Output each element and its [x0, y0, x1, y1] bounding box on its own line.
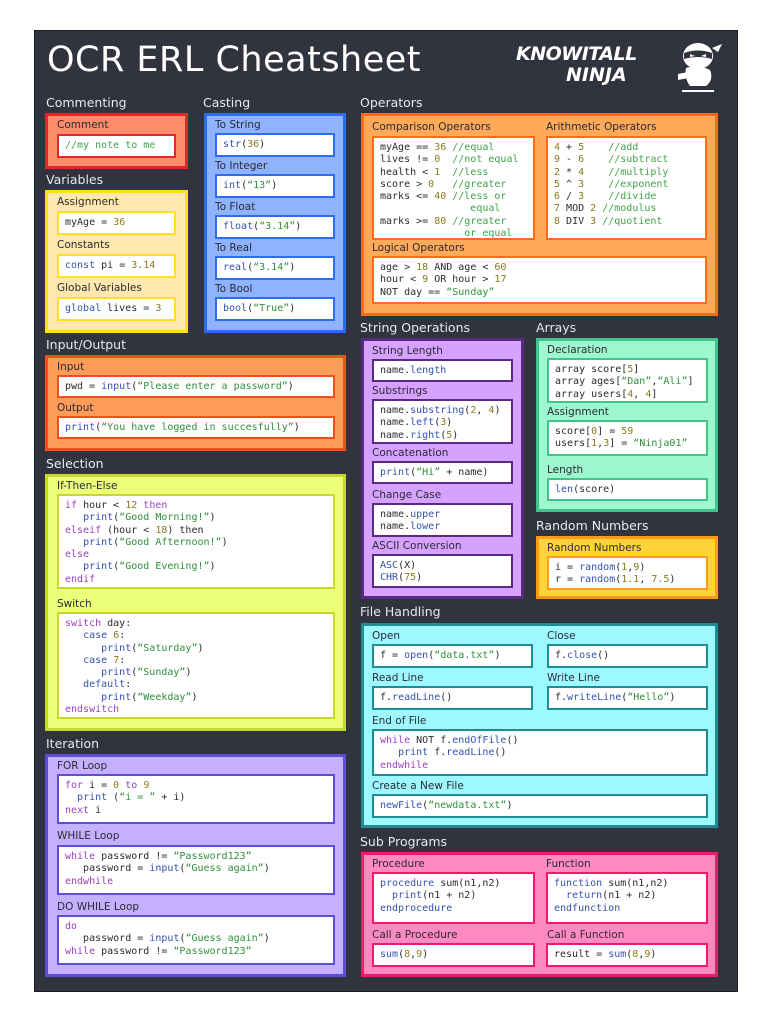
- for-loop-label: FOR Loop: [57, 760, 108, 772]
- section-heading-operators: Operators: [360, 95, 423, 110]
- section-heading-subprograms: Sub Programs: [360, 834, 448, 849]
- output-label: Output: [57, 402, 94, 414]
- change-case-code: name.upper name.lower: [372, 503, 513, 537]
- array-assignment-code: score[0] = 59 users[1,3] = “Ninja01”: [547, 420, 708, 456]
- constants-label: Constants: [57, 239, 110, 251]
- section-heading-random: Random Numbers: [536, 518, 649, 533]
- assignment-label: Assignment: [57, 196, 119, 208]
- do-while-loop-label: DO WHILE Loop: [57, 901, 140, 913]
- string-length-label: String Length: [372, 345, 443, 357]
- comparison-operators-code: myAge == 36 //equal lives != 0 //not equ…: [372, 136, 535, 240]
- arithmetic-operators-code: 4 + 5 //add 9 - 6 //subtract 2 * 4 //mul…: [546, 136, 707, 240]
- logo-text-line1: KNOWITALL: [516, 43, 637, 65]
- create-new-file-label: Create a New File: [372, 780, 464, 792]
- global-variables-code: global lives = 3: [57, 297, 176, 321]
- concatenation-label: Concatenation: [372, 447, 449, 459]
- call-function-label: Call a Function: [547, 929, 625, 941]
- substrings-code: name.substring(2, 4) name.left(3) name.r…: [372, 399, 513, 444]
- end-of-file-label: End of File: [372, 715, 427, 727]
- input-code: pwd = input(“Please enter a password”): [57, 375, 335, 398]
- procedure-label: Procedure: [372, 858, 425, 870]
- to-real-code: real(“3.14”): [215, 256, 335, 280]
- assignment-code: myAge = 36: [57, 211, 176, 235]
- to-integer-label: To Integer: [215, 160, 268, 172]
- section-heading-files: File Handling: [360, 604, 441, 619]
- section-heading-selection: Selection: [46, 456, 104, 471]
- global-variables-label: Global Variables: [57, 282, 142, 294]
- do-while-loop-code: do password = input(“Guess again”) while…: [57, 915, 335, 965]
- call-procedure-code: sum(8,9): [372, 943, 535, 967]
- to-bool-label: To Bool: [215, 283, 253, 295]
- string-length-code: name.length: [372, 359, 513, 382]
- array-length-label: Length: [547, 464, 584, 476]
- concatenation-code: print(“Hi” + name): [372, 461, 513, 484]
- end-of-file-code: while NOT f.endOfFile() print f.readLine…: [372, 729, 708, 776]
- if-then-else-label: If-Then-Else: [57, 480, 118, 492]
- section-heading-io: Input/Output: [46, 337, 126, 352]
- comparison-operators-label: Comparison Operators: [372, 121, 491, 133]
- random-numbers-code: i = random(1,9) r = random(1.1, 7.5): [547, 556, 708, 590]
- declaration-label: Declaration: [547, 344, 608, 356]
- switch-code: switch day: case 6: print(“Saturday”) ca…: [57, 612, 335, 719]
- to-float-code: float(“3.14”): [215, 215, 335, 239]
- open-label: Open: [372, 630, 401, 642]
- to-bool-code: bool(“True”): [215, 297, 335, 321]
- ascii-conversion-code: ASC(X) CHR(75): [372, 554, 513, 588]
- switch-label: Switch: [57, 598, 92, 610]
- section-heading-strings: String Operations: [360, 320, 470, 335]
- comment-label: Comment: [57, 119, 109, 131]
- constants-code: const pi = 3.14: [57, 254, 176, 278]
- arithmetic-operators-label: Arithmetic Operators: [546, 121, 657, 133]
- section-heading-iteration: Iteration: [46, 736, 100, 751]
- knowitall-ninja-logo: KNOWITALL NINJA: [516, 40, 726, 96]
- input-label: Input: [57, 361, 85, 373]
- comment-code: //my note to me: [57, 134, 176, 158]
- while-loop-label: WHILE Loop: [57, 830, 120, 842]
- open-code: f = open(“data.txt”): [372, 644, 533, 668]
- to-real-label: To Real: [215, 242, 253, 254]
- ascii-conversion-label: ASCII Conversion: [372, 540, 462, 552]
- create-new-file-code: newFile(“newdata.txt”): [372, 794, 708, 818]
- output-code: print(“You have logged in succesfully”): [57, 416, 335, 439]
- logo-text-line2: NINJA: [566, 64, 627, 86]
- logical-operators-code: age > 18 AND age < 60 hour < 9 OR hour >…: [372, 256, 707, 304]
- close-label: Close: [547, 630, 576, 642]
- function-code: function sum(n1,n2) return(n1 + n2) endf…: [546, 872, 708, 924]
- to-float-label: To Float: [215, 201, 256, 213]
- to-integer-code: int(“13”): [215, 174, 335, 198]
- substrings-label: Substrings: [372, 385, 428, 397]
- section-heading-variables: Variables: [46, 172, 104, 187]
- logical-operators-label: Logical Operators: [372, 242, 465, 254]
- for-loop-code: for i = 0 to 9 print (“i = ” + i) next i: [57, 774, 335, 824]
- function-label: Function: [546, 858, 591, 870]
- write-line-label: Write Line: [547, 672, 600, 684]
- to-string-code: str(36): [215, 133, 335, 157]
- array-assignment-label: Assignment: [547, 406, 609, 418]
- array-length-code: len(score): [547, 478, 708, 501]
- section-heading-arrays: Arrays: [536, 320, 577, 335]
- section-heading-casting: Casting: [203, 95, 251, 110]
- ninja-mascot-icon: [678, 43, 722, 92]
- read-line-label: Read Line: [372, 672, 424, 684]
- call-procedure-label: Call a Procedure: [372, 929, 458, 941]
- while-loop-code: while password != “Password123” password…: [57, 845, 335, 895]
- change-case-label: Change Case: [372, 489, 442, 501]
- section-heading-commenting: Commenting: [46, 95, 127, 110]
- random-numbers-label: Random Numbers: [547, 542, 642, 554]
- call-function-code: result = sum(8,9): [546, 943, 708, 967]
- if-then-else-code: if hour < 12 then print(“Good Morning!”)…: [57, 494, 335, 589]
- declaration-code: array score[5] array ages[“Dan”,“Ali”] a…: [547, 358, 708, 403]
- write-line-code: f.writeLine(“Hello”): [547, 686, 708, 710]
- close-code: f.close(): [547, 644, 708, 668]
- to-string-label: To String: [215, 119, 261, 131]
- procedure-code: procedure sum(n1,n2) print(n1 + n2) endp…: [372, 872, 535, 924]
- page-title: OCR ERL Cheatsheet: [47, 40, 422, 80]
- read-line-code: f.readLine(): [372, 686, 533, 710]
